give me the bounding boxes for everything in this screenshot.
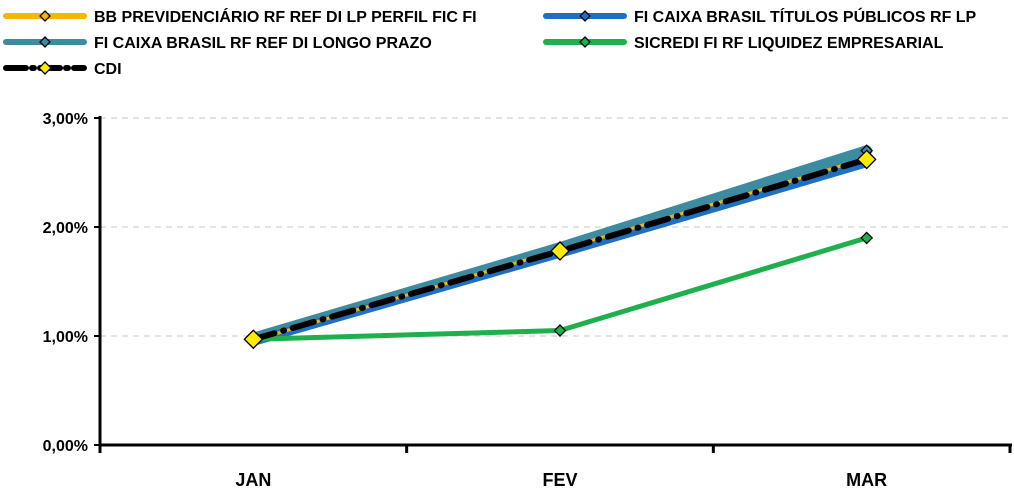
legend-item: FI CAIXA BRASIL RF REF DI LONGO PRAZO (3, 35, 432, 52)
legend-swatch-marker (579, 10, 591, 22)
legend-item: FI CAIXA BRASIL TÍTULOS PÚBLICOS RF LP (543, 7, 977, 26)
legend-swatch-marker (38, 61, 52, 75)
legend-item: CDI (3, 61, 122, 78)
series-5 (243, 149, 877, 350)
y-tick-label: 0,00% (43, 438, 88, 455)
legend-label: CDI (94, 61, 122, 78)
y-tick-label: 3,00% (43, 111, 88, 128)
legend-item: SICREDI FI RF LIQUIDEZ EMPRESARIAL (543, 35, 944, 52)
x-tick-label: MAR (846, 470, 887, 490)
data-point (860, 231, 874, 245)
legend-label: SICREDI FI RF LIQUIDEZ EMPRESARIAL (634, 35, 944, 52)
legend-label: FI CAIXA BRASIL TÍTULOS PÚBLICOS RF LP (634, 7, 977, 26)
data-point (553, 324, 567, 337)
legend-swatch-marker (39, 36, 51, 48)
data-point (856, 149, 877, 170)
legend-label: BB PREVIDENCIÁRIO RF REF DI LP PERFIL FI… (94, 7, 477, 26)
legend-swatch-marker (39, 10, 51, 22)
data-point (550, 241, 570, 261)
x-tick-label: FEV (542, 470, 577, 490)
legend-item: BB PREVIDENCIÁRIO RF REF DI LP PERFIL FI… (3, 7, 477, 26)
legend-swatch-marker (579, 36, 591, 48)
legend-label: FI CAIXA BRASIL RF REF DI LONGO PRAZO (94, 35, 432, 52)
x-tick-label: JAN (235, 470, 271, 490)
y-tick-label: 2,00% (43, 220, 88, 237)
y-tick-label: 1,00% (43, 329, 88, 346)
data-point (243, 329, 264, 350)
